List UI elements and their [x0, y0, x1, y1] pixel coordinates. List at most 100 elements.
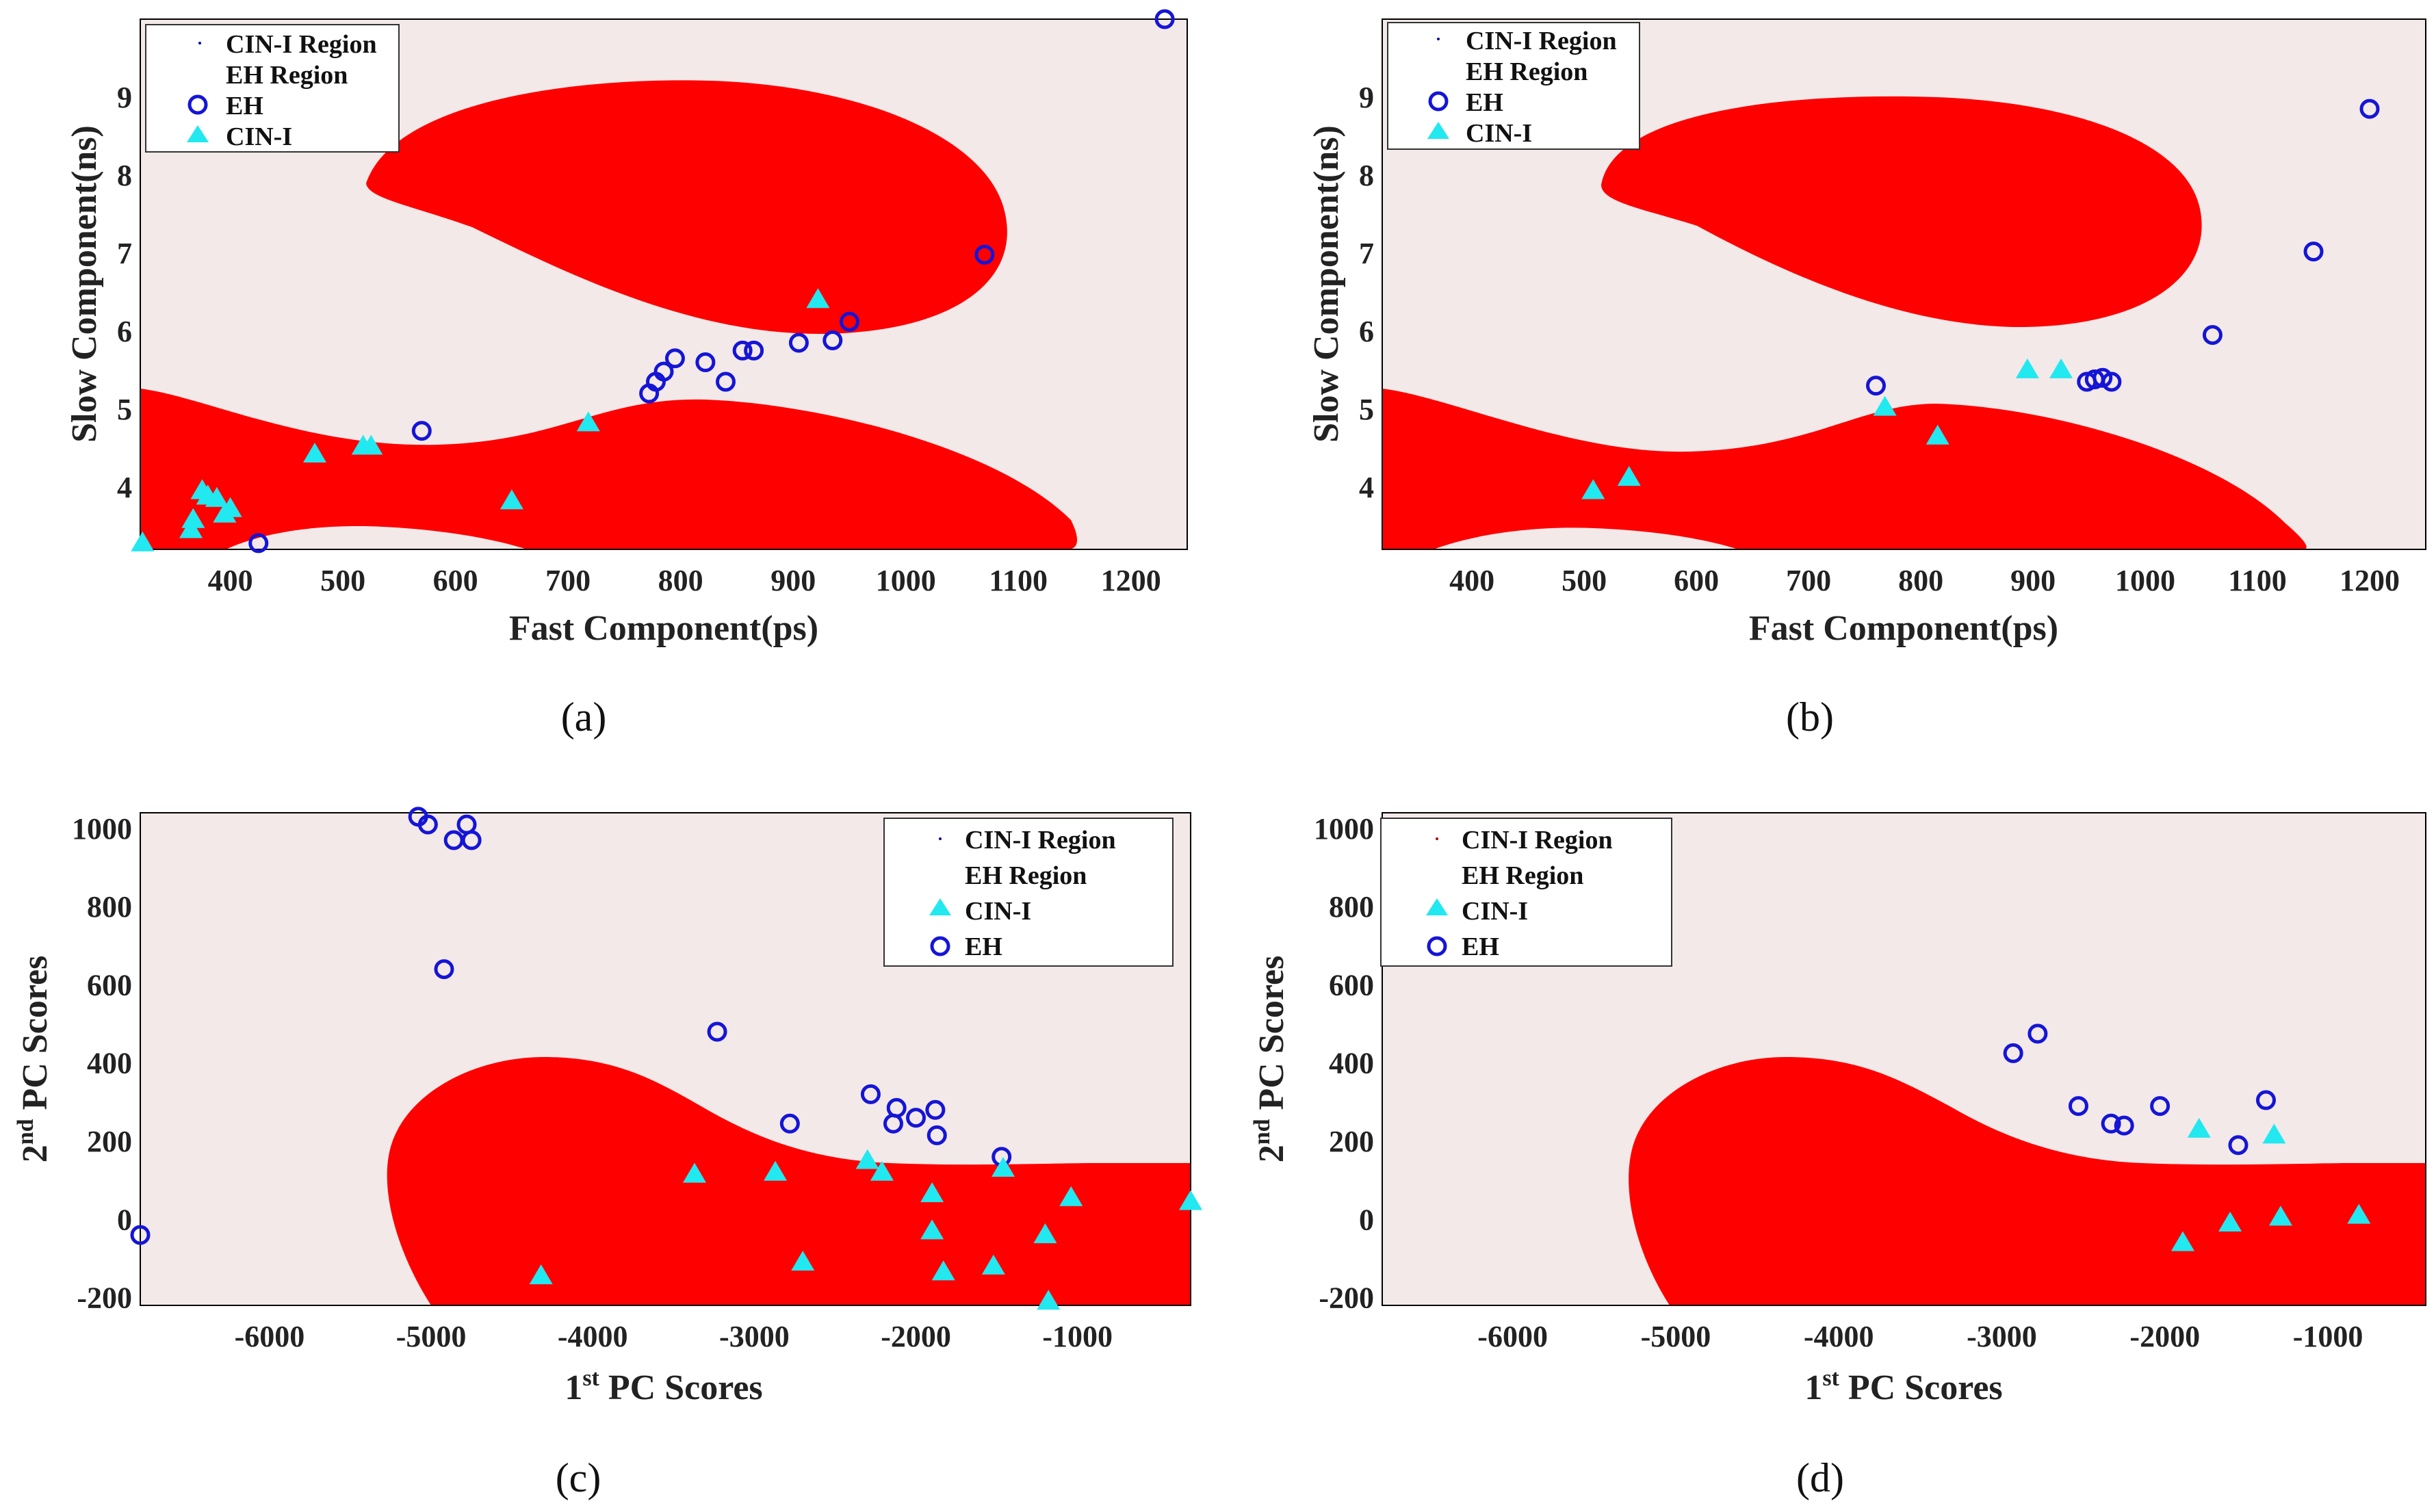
eh-point: [434, 959, 454, 980]
x-tick-label: 400: [1449, 564, 1494, 597]
cin-point: [303, 442, 326, 462]
cin-point: [2171, 1231, 2194, 1251]
cin-point: [2347, 1203, 2371, 1224]
x-tick-label: 1200: [1101, 564, 1161, 597]
regions-b: [1382, 96, 2307, 549]
caption-c: (c): [556, 1455, 601, 1500]
cin-point: [806, 288, 830, 309]
eh-point: [925, 1099, 946, 1120]
x-tick-label: 1000: [2115, 564, 2175, 597]
x-tick-label: 900: [2010, 564, 2056, 597]
caption-b: (b): [1786, 694, 1834, 740]
legend-eh-marker-c: [930, 936, 950, 956]
tick-labels-b: 400 500 600 700 800 900 1000 1100 1200 4 5 6 7 8 9: [1359, 81, 2400, 597]
eh-point: [417, 814, 438, 835]
x-tick-label: 800: [1898, 564, 1943, 597]
eh-region-a: [366, 80, 1007, 335]
x-tick-label: -2000: [881, 1320, 951, 1353]
cin-region-b: [1382, 389, 2307, 549]
legend-eh-marker-a: [187, 94, 208, 115]
plot-frame-c: [140, 812, 1191, 1306]
cin-point: [1617, 466, 1641, 486]
eh-point: [788, 333, 809, 353]
cin-point: [981, 1254, 1005, 1275]
x-tick-label: 700: [1786, 564, 1831, 597]
cin-point: [2268, 1205, 2292, 1226]
eh-point: [411, 421, 432, 441]
y-tick-label: 1000: [72, 812, 132, 846]
regions-a: [140, 80, 1078, 549]
caption-a: (a): [561, 694, 607, 740]
cin-point: [1179, 1190, 1202, 1210]
legend-cin-region-marker-b: [1437, 38, 1440, 40]
cin-region-d: [1629, 1057, 2426, 1305]
eh-point: [2077, 372, 2097, 392]
cin-point: [870, 1160, 894, 1181]
y-tick-label: 6: [1359, 315, 1374, 348]
x-tick-label: -3000: [1967, 1320, 2037, 1353]
eh-point: [927, 1125, 947, 1145]
regions-c: [387, 1057, 1191, 1305]
y-tick-label: 4: [117, 471, 132, 504]
cin-point: [1926, 424, 1949, 445]
cin-point: [218, 497, 242, 517]
legend-cin-marker-a: [187, 125, 209, 142]
cin-point: [1059, 1186, 1083, 1206]
cin-point: [992, 1157, 1015, 1177]
cin-point: [764, 1160, 788, 1181]
eh-point: [1866, 376, 1887, 396]
y-tick-label: 400: [87, 1047, 132, 1080]
y-tick-label: 600: [1329, 968, 1374, 1002]
background-notch-a: [226, 526, 527, 549]
eh-point: [860, 1084, 881, 1104]
y-tick-label: 9: [1359, 81, 1374, 114]
cin-point: [855, 1149, 879, 1169]
x-tick-label: -5000: [396, 1320, 467, 1353]
legend-item-a-2: EH: [226, 92, 263, 120]
x-axis-label-d: 1st PC Scores: [1804, 1366, 2002, 1407]
x-tick-label: 500: [320, 564, 365, 597]
cin-point: [2049, 358, 2073, 378]
eh-point: [2150, 1096, 2171, 1117]
cin-point: [920, 1182, 944, 1203]
legend-item-c-2: CIN-I: [965, 897, 1031, 926]
eh-point: [906, 1108, 927, 1128]
legend-eh-marker-b: [1428, 91, 1449, 112]
regions-d: [1629, 1057, 2426, 1305]
y-tick-label: 200: [87, 1125, 132, 1158]
x-tick-label: -5000: [1641, 1320, 1711, 1353]
eh-point: [2101, 1113, 2121, 1134]
y-axis-label-a: Slow Component(ns): [65, 125, 104, 443]
plot-frame-b: [1382, 18, 2426, 550]
cin-point: [576, 411, 600, 432]
x-tick-label: -3000: [719, 1320, 790, 1353]
legend-cin-region-marker-c: [939, 837, 942, 840]
x-tick-label: 500: [1562, 564, 1607, 597]
eh-point: [779, 1113, 800, 1134]
panel-b: 400 500 600 700 800 900 1000 1100 1200 4 5 6 7 8 9 Fas…: [1307, 18, 2426, 740]
plot-frame-d: [1382, 812, 2426, 1306]
legend-b: CIN-I Region EH Region EH CIN-I: [1387, 22, 1640, 150]
legend-cin-region-marker-a: [198, 42, 201, 44]
cin-point: [683, 1162, 707, 1183]
cin-region-c: [387, 1057, 1191, 1305]
eh-point: [822, 330, 843, 351]
legend-item-c-1: EH Region: [965, 861, 1087, 890]
y-axis-label-b: Slow Component(ns): [1307, 125, 1346, 443]
x-tick-label: -2000: [2129, 1320, 2200, 1353]
eh-point: [130, 1225, 151, 1245]
y-tick-label: 8: [1359, 159, 1374, 192]
cin-point: [2015, 358, 2039, 378]
eh-point: [639, 383, 660, 404]
x-tick-label: 600: [433, 564, 478, 597]
eh-point: [2202, 325, 2223, 346]
y-tick-label: 800: [87, 890, 132, 924]
x-axis-label-c: 1st PC Scores: [565, 1366, 762, 1407]
background-notch-b: [1434, 527, 1738, 549]
x-tick-label: 400: [208, 564, 253, 597]
legend-item-b-0: CIN-I Region: [1466, 27, 1617, 55]
eh-point: [839, 311, 859, 332]
y-tick-label: 800: [1329, 890, 1374, 924]
data-points-b: [1581, 99, 2380, 499]
y-tick-label: 7: [117, 237, 132, 270]
